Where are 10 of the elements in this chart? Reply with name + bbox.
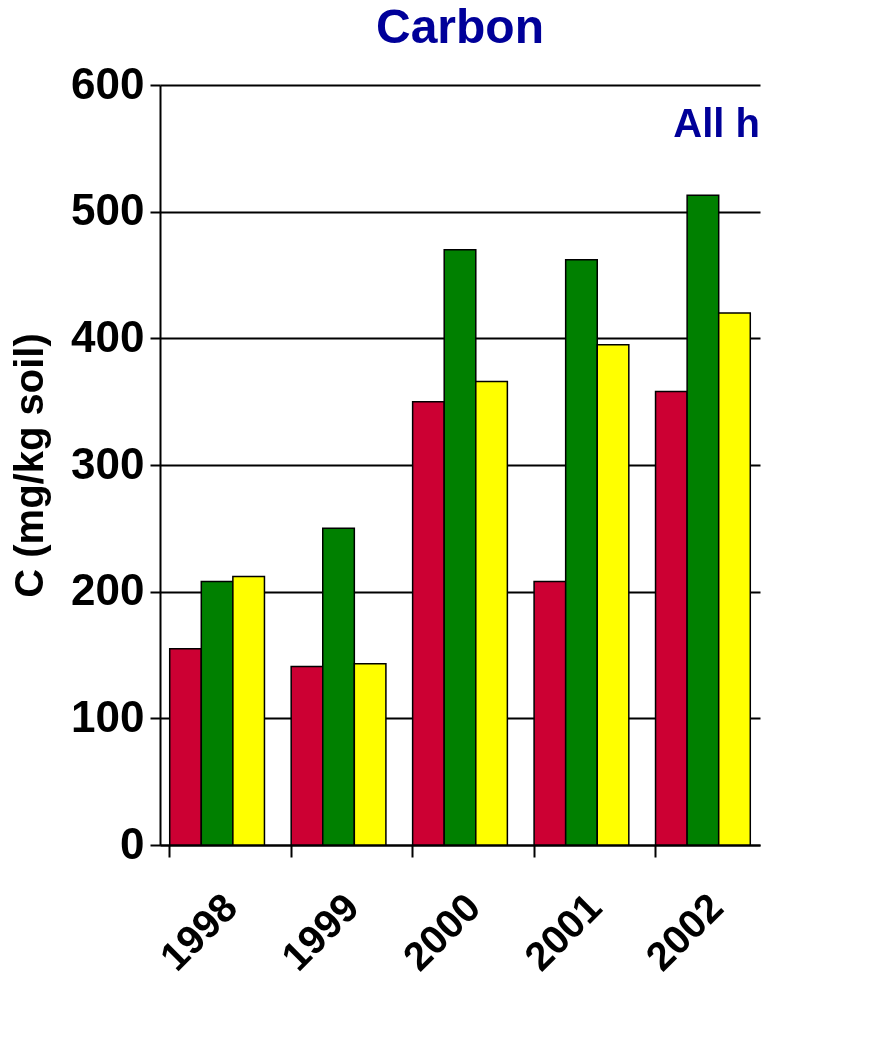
chart-title: Carbon [376,0,544,53]
y-tick-label: 200 [71,565,145,615]
y-tick-label: 500 [71,185,145,235]
y-tick-label: 100 [71,691,145,741]
y-axis-title: C (mg/kg soil) [7,333,52,598]
y-tick-label: 0 [120,818,145,868]
annotation: All h [673,101,760,145]
y-tick-label: 300 [71,438,145,488]
y-tick-label: 400 [71,311,145,361]
y-tick-label: 600 [71,58,145,108]
